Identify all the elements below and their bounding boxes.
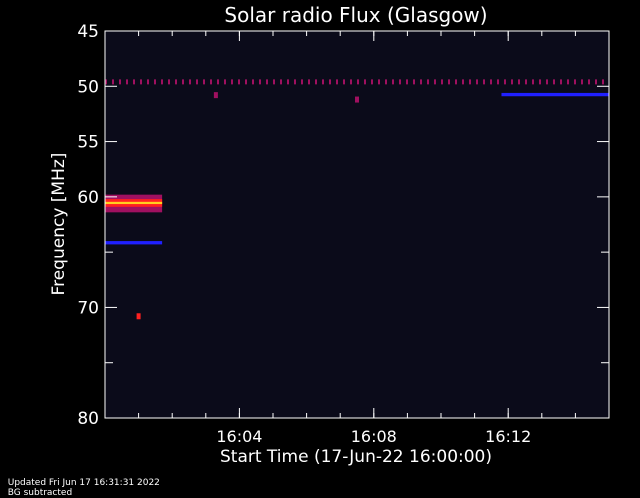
y-axis-label: Frequency [MHz] (49, 153, 69, 296)
y-tick-label: 80 (77, 409, 99, 429)
background-note: BG subtracted (7, 488, 73, 498)
plot-background (105, 31, 609, 418)
plot-frame (104, 30, 610, 419)
emission-spot (355, 96, 359, 103)
axes: 16:04 16:08 16:12 45 50 55 60 70 80 (77, 22, 610, 446)
x-tick-label: 16:08 (351, 427, 397, 446)
emission-spot (213, 92, 218, 99)
x-tick-label: 16:04 (216, 427, 262, 446)
emission-spot (136, 313, 141, 320)
footer: Updated Fri Jun 17 16:31:31 2022 BG subt… (2, 468, 170, 498)
emission-band (501, 92, 609, 97)
radio-flux-spectrogram: 16:04 16:08 16:12 45 50 55 60 70 80 Solar radio … (49, 3, 610, 467)
y-tick-label: 55 (77, 133, 99, 153)
emission-band (105, 201, 163, 205)
y-tick-label: 45 (77, 22, 99, 42)
x-axis-label: Start Time (17-Jun-22 16:00:00) (220, 447, 492, 467)
emission-band (105, 241, 163, 245)
y-tick-label: 70 (77, 298, 99, 318)
x-tick-label: 16:12 (485, 427, 531, 446)
spectrogram-features (105, 79, 609, 320)
y-tick-label: 60 (77, 188, 99, 208)
chart-title: Solar radio Flux (Glasgow) (224, 3, 487, 27)
y-tick-label: 50 (77, 77, 99, 97)
